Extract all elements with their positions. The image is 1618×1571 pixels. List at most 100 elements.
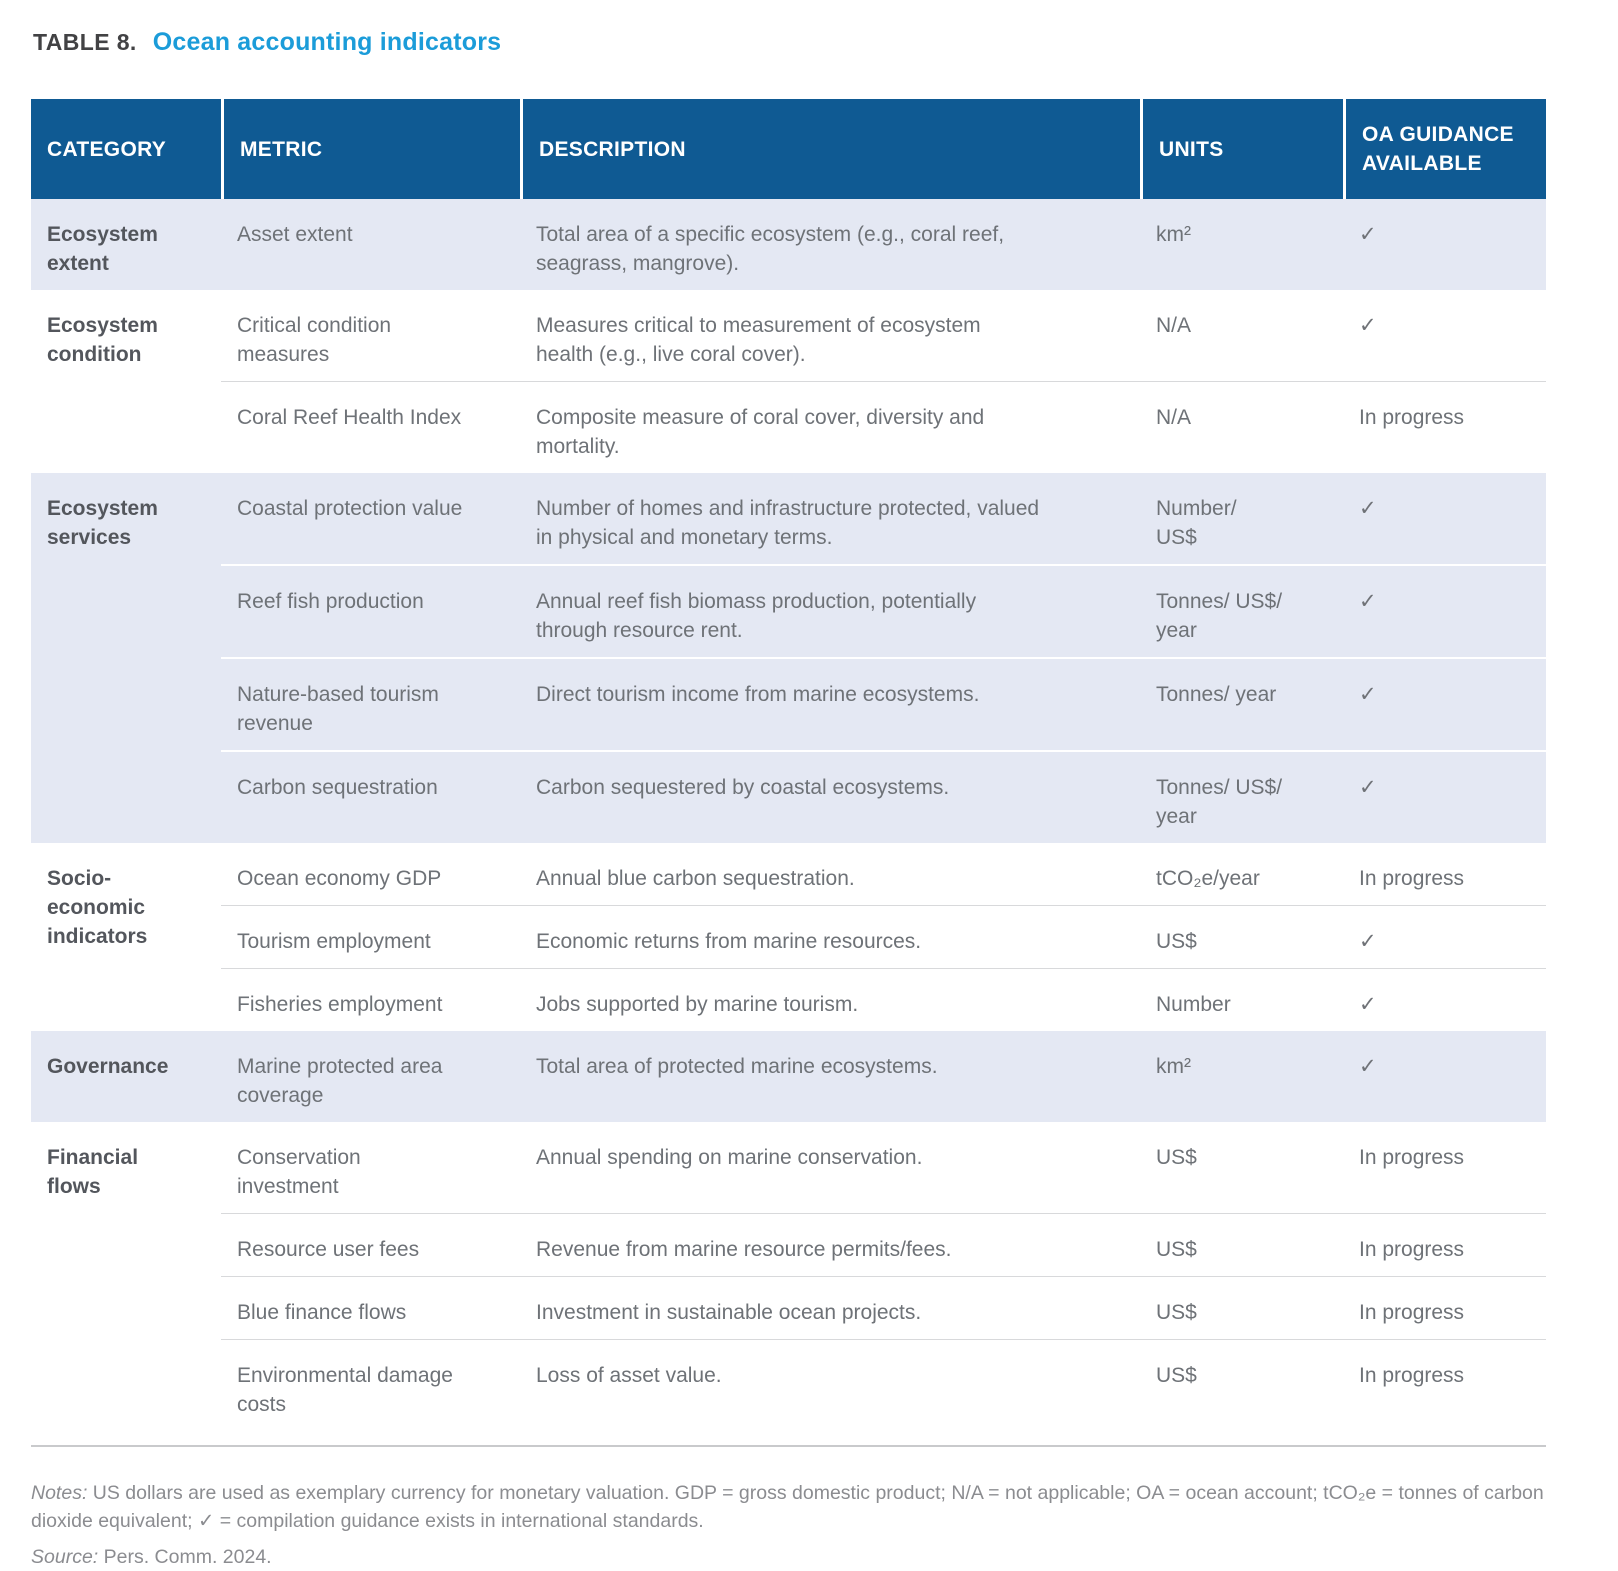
table-row: Asset extent Total area of a specific ec… [221, 199, 1546, 290]
units-cell: Number [1156, 993, 1231, 1016]
guidance-status: In progress [1359, 1301, 1465, 1324]
ocean-accounting-table: CATEGORY METRIC DESCRIPTION UNITS OA GUI… [31, 99, 1546, 1431]
metric-cell: Environmental damage costs [237, 1364, 453, 1416]
notes-line: Notes: US dollars are used as exemplary … [31, 1479, 1546, 1535]
guidance-check-mark: ✓ [1359, 223, 1377, 246]
description-cell: Composite measure of coral cover, divers… [536, 406, 985, 458]
description-cell: Jobs supported by marine tourism. [536, 993, 859, 1016]
table-row: Blue finance flows Investment in sustain… [221, 1276, 1546, 1339]
description-cell: Annual reef fish biomass production, pot… [536, 590, 977, 642]
units-cell: US$ [1156, 1364, 1197, 1387]
units-cell: US$ [1156, 1146, 1197, 1169]
table-bottom-rule [31, 1445, 1546, 1447]
table-number-label: TABLE 8. [33, 29, 137, 55]
guidance-check-mark: ✓ [1359, 776, 1377, 799]
notes-label: Notes: [31, 1482, 88, 1504]
metric-cell: Coastal protection value [237, 497, 463, 520]
header-cell-oa-guidance: OA GUIDANCE AVAILABLE [1343, 99, 1546, 199]
units-cell: US$ [1156, 930, 1197, 953]
table-row: Coral Reef Health Index Composite measur… [221, 381, 1546, 473]
page-title: Ocean accounting indicators [152, 28, 502, 56]
table-row: Ocean economy GDP Annual blue carbon seq… [221, 843, 1546, 905]
group-ecosystem-extent: Ecosystem extent Asset extent Total area… [31, 199, 1546, 290]
notes-text: US dollars are used as exemplary currenc… [31, 1482, 1544, 1532]
category-cell: Ecosystem condition [47, 314, 158, 366]
metric-cell: Resource user fees [237, 1238, 420, 1261]
description-cell: Economic returns from marine resources. [536, 930, 922, 953]
units-cell: Tonnes/ year [1156, 683, 1277, 706]
units-cell: km² [1156, 223, 1191, 246]
guidance-status: In progress [1359, 406, 1465, 429]
units-cell: US$ [1156, 1301, 1197, 1324]
description-cell: Investment in sustainable ocean projects… [536, 1301, 922, 1324]
guidance-status: In progress [1359, 1238, 1465, 1261]
header-cell-metric: METRIC [221, 99, 520, 199]
table-row: Tourism employment Economic returns from… [221, 905, 1546, 968]
metric-cell: Ocean economy GDP [237, 867, 442, 890]
units-cell: Tonnes/ US$/ year [1156, 590, 1283, 642]
metric-cell: Carbon sequestration [237, 776, 438, 799]
category-cell: Socio- economic indicators [47, 867, 148, 948]
description-cell: Annual spending on marine conservation. [536, 1146, 923, 1169]
units-cell: km² [1156, 1055, 1191, 1078]
header-cell-units: UNITS [1140, 99, 1343, 199]
table-row: Environmental damage costs Loss of asset… [221, 1339, 1546, 1431]
source-text: Pers. Comm. 2024. [98, 1546, 272, 1568]
metric-cell: Blue finance flows [237, 1301, 407, 1324]
metric-cell: Critical condition measures [237, 314, 392, 366]
source-line: Source: Pers. Comm. 2024. [31, 1543, 1546, 1571]
guidance-check-mark: ✓ [1359, 683, 1377, 706]
metric-cell: Nature-based tourism revenue [237, 683, 439, 735]
guidance-check-mark: ✓ [1359, 497, 1377, 520]
metric-cell: Tourism employment [237, 930, 431, 953]
description-cell: Number of homes and infrastructure prote… [536, 497, 1040, 549]
table-row: Critical condition measures Measures cri… [221, 290, 1546, 381]
guidance-check-mark: ✓ [1359, 930, 1377, 953]
metric-cell: Marine protected area coverage [237, 1055, 443, 1107]
group-governance: Governance Marine protected area coverag… [31, 1031, 1546, 1122]
source-label: Source: [31, 1546, 99, 1568]
metric-cell: Asset extent [237, 223, 353, 246]
description-cell: Total area of protected marine ecosystem… [536, 1055, 938, 1078]
guidance-check-mark: ✓ [1359, 314, 1377, 337]
table-row: Resource user fees Revenue from marine r… [221, 1213, 1546, 1276]
units-cell: Tonnes/ US$/ year [1156, 776, 1283, 828]
table-row: Carbon sequestration Carbon sequestered … [221, 750, 1546, 843]
description-cell: Loss of asset value. [536, 1364, 722, 1387]
units-cell: N/A [1156, 314, 1192, 337]
table-row: Nature-based tourism revenue Direct tour… [221, 657, 1546, 750]
group-ecosystem-services: Ecosystem services Coastal protection va… [31, 473, 1546, 843]
group-ecosystem-condition: Ecosystem condition Critical condition m… [31, 290, 1546, 473]
units-cell: tCO₂e/year [1156, 867, 1260, 890]
table-row: Marine protected area coverage Total are… [221, 1031, 1546, 1122]
table-row: Coastal protection value Number of homes… [221, 473, 1546, 564]
description-cell: Direct tourism income from marine ecosys… [536, 683, 980, 706]
table-row: Reef fish production Annual reef fish bi… [221, 564, 1546, 657]
description-cell: Revenue from marine resource permits/fee… [536, 1238, 952, 1261]
category-cell: Ecosystem services [47, 497, 158, 549]
group-socio-economic-indicators: Socio- economic indicators Ocean economy… [31, 843, 1546, 1031]
table-row: Fisheries employment Jobs supported by m… [221, 968, 1546, 1031]
description-cell: Annual blue carbon sequestration. [536, 867, 855, 890]
guidance-check-mark: ✓ [1359, 1055, 1377, 1078]
table-header-row: CATEGORY METRIC DESCRIPTION UNITS OA GUI… [31, 99, 1546, 199]
units-cell: Number/ US$ [1156, 497, 1237, 549]
metric-cell: Coral Reef Health Index [237, 406, 462, 429]
metric-cell: Fisheries employment [237, 993, 443, 1016]
header-cell-category: CATEGORY [31, 99, 221, 199]
description-cell: Total area of a specific ecosystem (e.g.… [536, 223, 1005, 275]
group-financial-flows: Financial flows Conservation investment … [31, 1122, 1546, 1431]
guidance-check-mark: ✓ [1359, 590, 1377, 613]
metric-cell: Conservation investment [237, 1146, 361, 1198]
header-cell-description: DESCRIPTION [520, 99, 1140, 199]
metric-cell: Reef fish production [237, 590, 424, 613]
guidance-status: In progress [1359, 867, 1465, 890]
table-notes: Notes: US dollars are used as exemplary … [31, 1479, 1546, 1571]
table-row: Conservation investment Annual spending … [221, 1122, 1546, 1213]
category-cell: Governance [47, 1055, 169, 1078]
description-cell: Measures critical to measurement of ecos… [536, 314, 981, 366]
table-caption: TABLE 8. Ocean accounting indicators [33, 28, 1587, 57]
description-cell: Carbon sequestered by coastal ecosystems… [536, 776, 950, 799]
units-cell: N/A [1156, 406, 1192, 429]
